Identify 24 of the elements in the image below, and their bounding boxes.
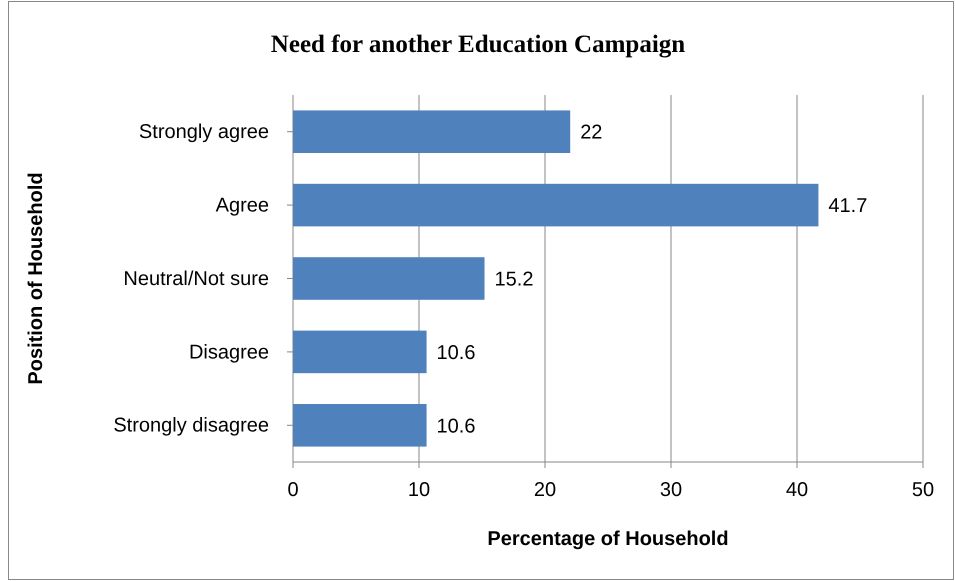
y-tick-label: Disagree [188,341,269,364]
x-tick-label: 40 [786,479,808,502]
y-axis-title: Position of Household [25,172,47,385]
data-label: 10.6 [436,342,476,364]
y-tick-label: Strongly agree [138,121,269,144]
bar [293,330,427,374]
x-axis-title: Percentage of Household [487,528,729,550]
data-label: 41.7 [828,195,868,218]
chart-title: Need for another Education Campaign [270,31,686,58]
x-tick-label: 30 [660,479,682,502]
x-tick-label: 10 [408,479,430,502]
data-label: 22 [580,122,602,144]
x-tick-label: 50 [912,479,934,502]
x-tick-label: 0 [287,479,299,502]
bar [293,257,485,300]
bar [293,184,818,226]
x-tick-label: 20 [534,479,556,502]
y-tick-label: Neutral/Not sure [123,268,269,290]
y-tick-label: Strongly disagree [113,414,269,437]
data-label: 15.2 [494,268,534,290]
data-label: 10.6 [436,415,476,438]
y-tick-label: Agree [216,194,269,216]
bar [293,110,570,153]
bar [293,404,427,447]
